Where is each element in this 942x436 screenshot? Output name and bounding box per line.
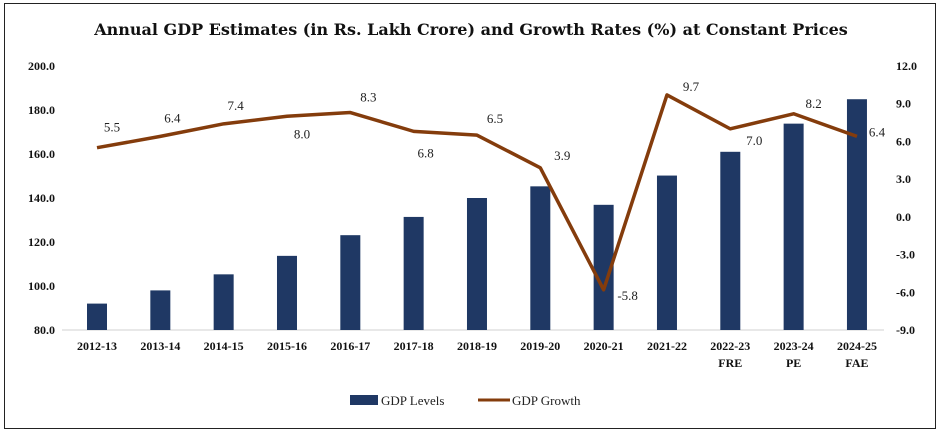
- y-left-tick-label: 140.0: [28, 191, 55, 205]
- x-tick-label: 2015-16: [267, 339, 307, 353]
- data-label-gdp-growth: 6.5: [487, 111, 503, 126]
- data-label-gdp-growth: 6.4: [869, 124, 886, 139]
- data-label-gdp-growth: 6.4: [164, 110, 181, 125]
- line-gdp-growth: [96, 93, 858, 292]
- data-label-gdp-growth: 8.3: [360, 90, 376, 105]
- y-left-tick-label: 120.0: [28, 235, 55, 249]
- data-label-gdp-growth: 7.4: [228, 98, 245, 113]
- y-right-tick-label: 0.0: [896, 210, 911, 224]
- x-tick-label: FAE: [845, 356, 868, 370]
- x-tick-label: 2013-14: [140, 339, 180, 353]
- x-tick-label: 2023-24: [774, 339, 814, 353]
- legend-label-gdp-levels: GDP Levels: [381, 393, 444, 408]
- y-right-tick-label: -3.0: [896, 248, 915, 262]
- y-right-tick-label: 9.0: [896, 97, 911, 111]
- y-right-tick-label: -9.0: [896, 323, 915, 337]
- bar-gdp-levels: [213, 274, 234, 330]
- bar-gdp-levels: [783, 123, 804, 330]
- x-tick-label: 2014-15: [204, 339, 244, 353]
- x-tick-label: 2021-22: [647, 339, 687, 353]
- data-label-gdp-growth: 8.0: [294, 126, 310, 141]
- data-label-gdp-growth: 3.9: [554, 148, 570, 163]
- bar-gdp-levels: [846, 99, 867, 330]
- y-right-tick-label: 6.0: [896, 134, 911, 148]
- y-left-tick-label: 100.0: [28, 279, 55, 293]
- y-right-tick-label: 3.0: [896, 172, 911, 186]
- x-tick-label: 2012-13: [77, 339, 117, 353]
- bar-gdp-levels: [87, 303, 107, 330]
- y-left-tick-label: 80.0: [34, 323, 55, 337]
- x-tick-label: 2017-18: [394, 339, 434, 353]
- data-label-gdp-growth: 8.2: [806, 96, 822, 111]
- bar-gdp-levels: [466, 198, 487, 330]
- bar-gdp-levels: [340, 235, 361, 330]
- bar-gdp-levels: [530, 186, 551, 330]
- x-tick-label: 2022-23: [710, 339, 750, 353]
- data-label-gdp-growth: 5.5: [104, 120, 120, 135]
- y-left-tick-label: 160.0: [28, 147, 55, 161]
- legend-swatch-gdp-levels: [350, 395, 378, 405]
- chart-title: Annual GDP Estimates (in Rs. Lakh Crore)…: [94, 20, 848, 39]
- bar-gdp-levels: [276, 255, 297, 330]
- bar-gdp-levels: [403, 216, 424, 330]
- bar-gdp-levels: [720, 151, 741, 330]
- data-label-gdp-growth: -5.8: [617, 288, 638, 303]
- x-tick-label: FRE: [718, 356, 742, 370]
- data-label-gdp-growth: 6.8: [418, 145, 434, 160]
- bar-gdp-levels: [150, 290, 171, 330]
- chart-frame: [4, 3, 936, 429]
- y-right-tick-label: -6.0: [896, 285, 915, 299]
- x-tick-label: 2024-25: [837, 339, 877, 353]
- x-tick-label: 2018-19: [457, 339, 497, 353]
- bar-gdp-levels: [656, 175, 677, 330]
- y-right-tick-label: 12.0: [896, 59, 917, 73]
- x-tick-label: 2016-17: [330, 339, 370, 353]
- bar-gdp-levels: [593, 204, 614, 330]
- y-left-tick-label: 200.0: [28, 59, 55, 73]
- y-left-tick-label: 180.0: [28, 103, 55, 117]
- x-tick-label: 2019-20: [520, 339, 560, 353]
- data-label-gdp-growth: 7.0: [746, 133, 762, 148]
- data-label-gdp-growth: 9.7: [683, 79, 700, 94]
- legend-label-gdp-growth: GDP Growth: [512, 393, 581, 408]
- x-tick-label: 2020-21: [584, 339, 624, 353]
- x-tick-label: PE: [786, 356, 801, 370]
